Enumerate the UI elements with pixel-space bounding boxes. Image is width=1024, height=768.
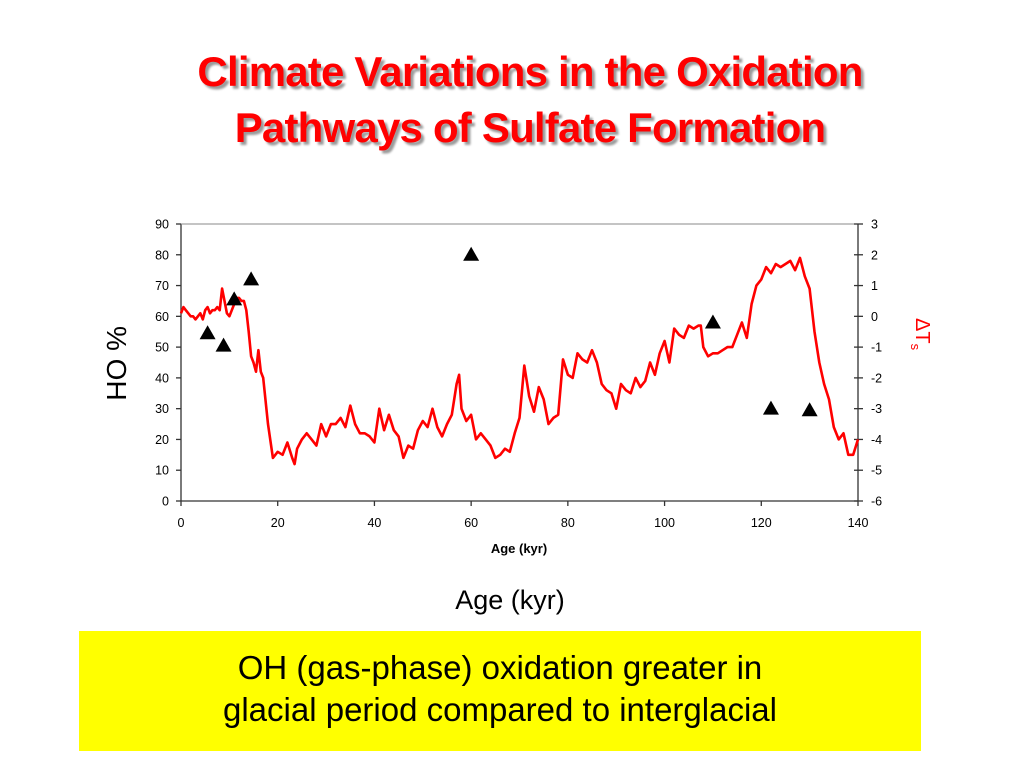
y-tick-label-right: -6 xyxy=(871,495,882,509)
triangle-marker xyxy=(762,400,779,415)
x-tick-label: 40 xyxy=(367,516,381,530)
y-tick-label-right: -2 xyxy=(871,371,882,385)
triangle-marker xyxy=(704,314,721,329)
x-tick-label: 120 xyxy=(751,516,772,530)
y-tick-label-left: 60 xyxy=(155,310,169,324)
triangle-marker xyxy=(243,271,260,286)
y-tick-label-right: -1 xyxy=(871,341,882,355)
triangle-marker xyxy=(215,337,232,352)
y-tick-label-left: 10 xyxy=(155,464,169,478)
callout-line-1: OH (gas-phase) oxidation greater in xyxy=(237,649,763,686)
triangle-marker xyxy=(199,325,216,340)
chart-axes xyxy=(180,223,859,502)
triangle-marker xyxy=(226,291,243,306)
y-tick-label-right: 3 xyxy=(871,218,878,232)
x-tick-label: 80 xyxy=(561,516,575,530)
x-tick-label: 0 xyxy=(178,516,185,530)
x-tick-label: 100 xyxy=(654,516,675,530)
slide-title-line-2: Pathways of Sulfate Formation xyxy=(234,104,826,151)
temperature-curve xyxy=(179,256,860,466)
triangle-marker xyxy=(463,246,480,261)
x-tick-label: 140 xyxy=(848,516,869,530)
y-tick-label-left: 40 xyxy=(155,371,169,385)
y-tick-label-right: -5 xyxy=(871,464,882,478)
y-axis-title-right: ΔTs xyxy=(903,318,934,350)
slide-title: Climate Variations in the Oxidation Path… xyxy=(60,44,1000,156)
x-axis-title-small: Age (kyr) xyxy=(491,541,547,556)
delta-t-subscript: s xyxy=(908,343,923,351)
y-tick-label-right: 1 xyxy=(871,279,878,293)
slide-title-line-1: Climate Variations in the Oxidation xyxy=(197,48,863,95)
callout-line-2: glacial period compared to interglacial xyxy=(223,691,777,728)
y-tick-label-left: 80 xyxy=(155,248,169,262)
y-tick-label-right: 0 xyxy=(871,310,878,324)
y-tick-label-left: 90 xyxy=(155,218,169,232)
y-tick-label-left: 50 xyxy=(155,341,169,355)
y-tick-label-left: 70 xyxy=(155,279,169,293)
delta-t-label: ΔT xyxy=(911,318,933,344)
x-tick-label: 20 xyxy=(271,516,285,530)
y-axis-title-left: % OH xyxy=(101,326,132,401)
triangle-marker xyxy=(801,402,818,417)
y-tick-label-right: -4 xyxy=(871,433,882,447)
y-tick-label-left: 20 xyxy=(155,433,169,447)
y-tick-label-left: 30 xyxy=(155,402,169,416)
y-tick-label-left: 0 xyxy=(162,495,169,509)
x-tick-label: 60 xyxy=(464,516,478,530)
y-tick-label-right: -3 xyxy=(871,402,882,416)
y-tick-label-right: 2 xyxy=(871,248,878,262)
chart-series xyxy=(179,246,860,466)
callout-box: OH (gas-phase) oxidation greater in glac… xyxy=(79,631,921,751)
x-axis-title-large: Age (kyr) xyxy=(455,585,565,615)
